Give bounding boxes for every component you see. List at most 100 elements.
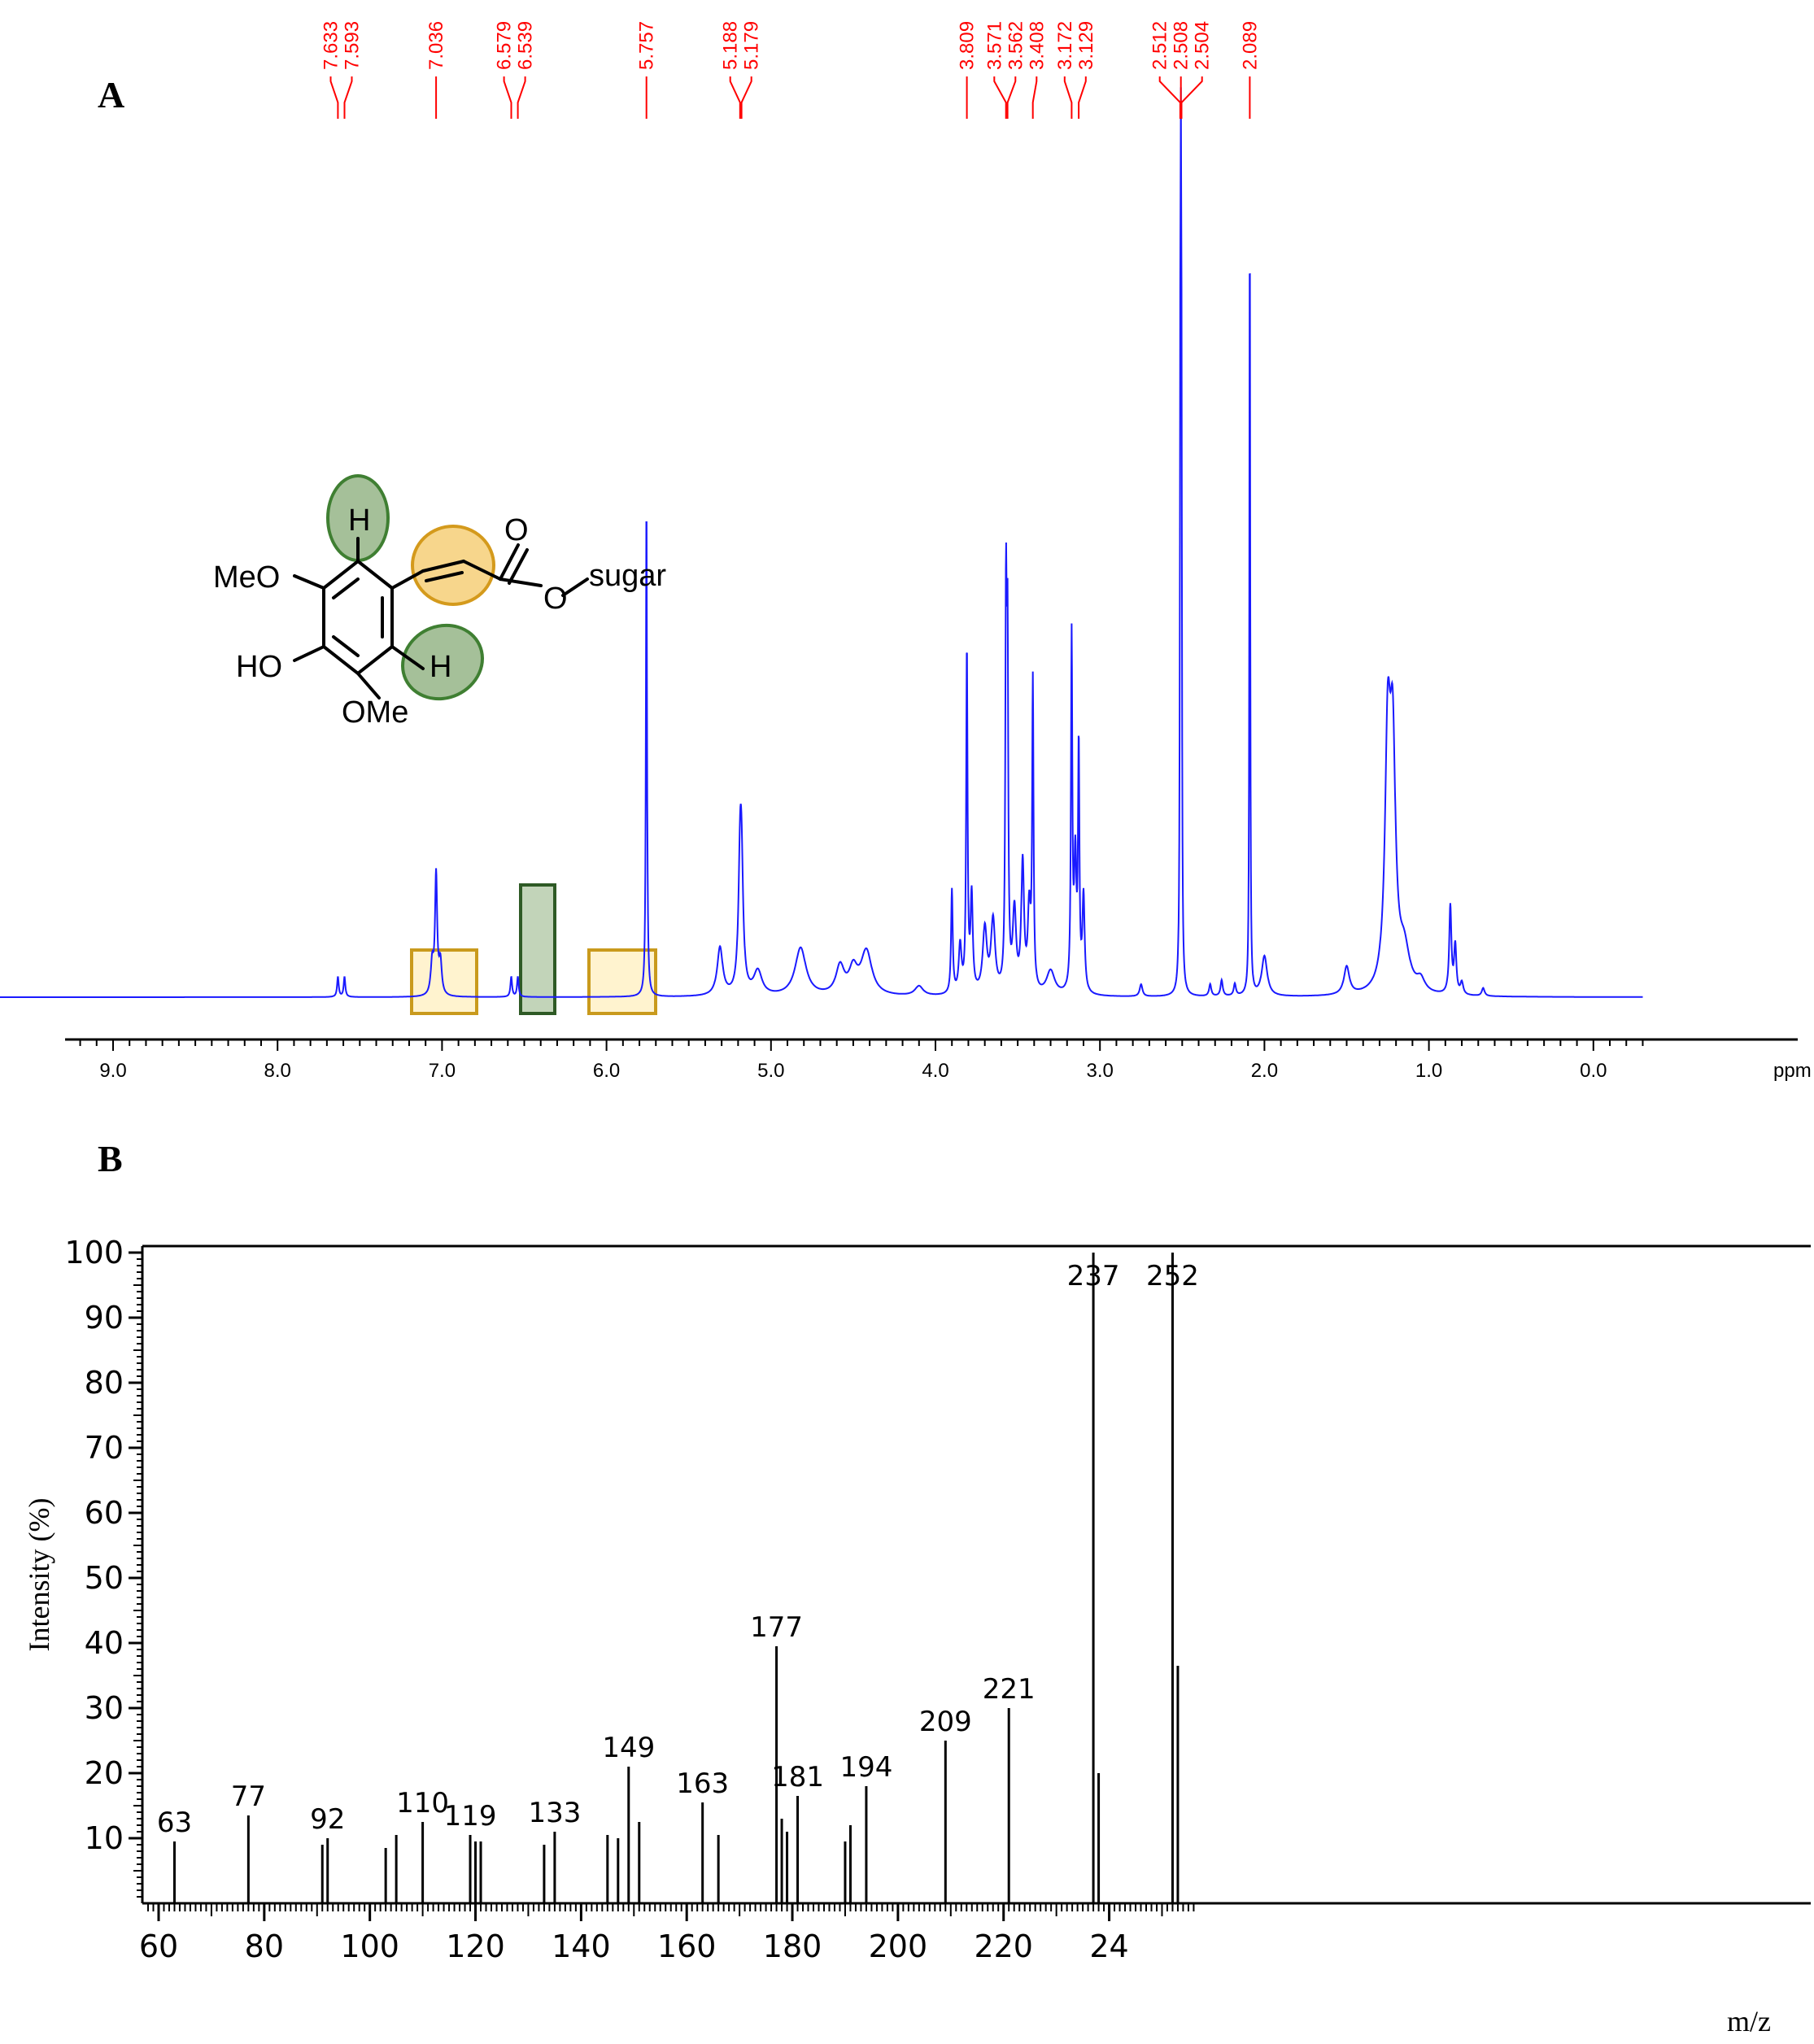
ms-peak-label: 63 bbox=[157, 1806, 192, 1839]
shift-label: 5.757 bbox=[636, 21, 658, 70]
shift-label: 2.512 bbox=[1149, 21, 1171, 70]
ms-y-tick-label: 60 bbox=[85, 1495, 124, 1531]
shift-label-leader bbox=[1078, 76, 1087, 119]
shift-label: 3.408 bbox=[1026, 21, 1048, 70]
ms-peak-label: 177 bbox=[750, 1611, 803, 1644]
ms-x-tick-label: 180 bbox=[763, 1929, 822, 1964]
ester-o-label: O bbox=[543, 582, 568, 616]
ms-peak-label: 252 bbox=[1146, 1260, 1199, 1292]
ms-x-tick-label: 100 bbox=[340, 1929, 399, 1964]
ms-y-tick-label: 50 bbox=[85, 1560, 124, 1596]
ms-y-tick-label: 70 bbox=[85, 1430, 124, 1466]
h-label-bottom: H bbox=[430, 650, 451, 684]
nmr-spectrum: 9.0 8.0 7.0 6.0 5.0 4.0 3.0 2.0 1.0 0.0 ppm 7.633… bbox=[0, 21, 1812, 1082]
shift-label: 2.089 bbox=[1239, 21, 1261, 70]
carbonyl-o-label: O bbox=[504, 513, 529, 547]
shift-label: 7.593 bbox=[342, 21, 364, 70]
vinyl-peak-box-right bbox=[587, 948, 657, 1015]
ms-peak-label: 237 bbox=[1067, 1260, 1120, 1292]
shift-label-leader bbox=[517, 76, 526, 119]
shift-label: 2.504 bbox=[1192, 21, 1214, 70]
ms-y-tick-label: 10 bbox=[85, 1820, 124, 1856]
meo-label: MeO bbox=[213, 560, 280, 595]
ms-y-tick-label: 40 bbox=[85, 1625, 124, 1661]
nmr-tick-label: 9.0 bbox=[99, 1060, 126, 1082]
ms-y-tick-label: 80 bbox=[85, 1365, 124, 1401]
ms-peak-label: 194 bbox=[839, 1751, 892, 1784]
ms-y-tick-label: 30 bbox=[85, 1690, 124, 1726]
aromatic-peak-box bbox=[519, 883, 556, 1015]
ms-peak-label: 221 bbox=[983, 1673, 1036, 1706]
shift-label: 3.172 bbox=[1054, 21, 1076, 70]
ms-x-tick-label: 24 bbox=[1089, 1929, 1128, 1964]
nmr-tick-label: 5.0 bbox=[757, 1060, 784, 1082]
ms-peak-label: 209 bbox=[919, 1706, 972, 1738]
ms-y-axis-title: Intensity (%) bbox=[23, 1498, 55, 1652]
shift-label: 7.036 bbox=[425, 21, 447, 70]
shift-label: 6.539 bbox=[515, 21, 537, 70]
shift-label: 6.579 bbox=[494, 21, 516, 70]
shift-label: 3.129 bbox=[1075, 21, 1097, 70]
ms-x-ticks: 60 80 100 120 140 160 180 200 220 24 bbox=[139, 1903, 1195, 1964]
ms-x-tick-label: 120 bbox=[446, 1929, 505, 1964]
ms-y-tick-label: 100 bbox=[64, 1235, 124, 1270]
nmr-tick-label: 8.0 bbox=[264, 1060, 291, 1082]
ms-y-ticks: 10 20 30 40 50 60 70 80 90 100 bbox=[64, 1235, 142, 1898]
ms-x-tick-label: 80 bbox=[245, 1929, 284, 1964]
ms-x-tick-label: 200 bbox=[869, 1929, 928, 1964]
panel-b-label: B bbox=[98, 1138, 123, 1179]
shift-label: 5.188 bbox=[720, 21, 742, 70]
ms-peak-label: 149 bbox=[602, 1732, 655, 1764]
nmr-tick-label: 4.0 bbox=[922, 1060, 948, 1082]
ms-x-axis-title: m/z bbox=[1727, 2005, 1771, 2037]
nmr-tick-label: 2.0 bbox=[1251, 1060, 1278, 1082]
aromatic-h-highlight-bottom bbox=[401, 623, 484, 701]
ms-x-tick-label: 220 bbox=[974, 1929, 1033, 1964]
mass-spectrum: 10 20 30 40 50 60 70 80 90 100 60 80 100 120 140 160 18… bbox=[23, 1235, 1811, 2037]
shift-label-leader bbox=[1180, 76, 1203, 119]
ho-label: HO bbox=[236, 650, 282, 684]
nmr-shift-labels: 7.633 7.593 7.036 6.579 6.539 5.757 5.188 5.179… bbox=[321, 21, 1261, 119]
chemical-structure: H H MeO HO OMe O O sugar bbox=[213, 474, 666, 730]
shift-label: 5.179 bbox=[741, 21, 763, 70]
nmr-tick-label: 1.0 bbox=[1415, 1060, 1442, 1082]
sugar-label: sugar bbox=[589, 559, 666, 593]
ms-peak-label: 119 bbox=[444, 1800, 497, 1833]
ms-peak-label: 133 bbox=[528, 1797, 581, 1829]
nmr-tick-label: 6.0 bbox=[593, 1060, 620, 1082]
nmr-tick-label: 0.0 bbox=[1580, 1060, 1607, 1082]
h-label-top: H bbox=[348, 503, 370, 538]
shift-label: 3.562 bbox=[1005, 21, 1027, 70]
nmr-x-axis-unit: ppm bbox=[1773, 1060, 1812, 1082]
nmr-tick-label: 3.0 bbox=[1087, 1060, 1114, 1082]
shift-label: 3.809 bbox=[957, 21, 979, 70]
panel-a-label: A bbox=[98, 74, 124, 115]
ms-x-tick-label: 60 bbox=[139, 1929, 178, 1964]
shift-label-leader bbox=[1158, 76, 1181, 119]
ms-y-tick-label: 90 bbox=[85, 1300, 124, 1336]
ms-peak-label: 92 bbox=[310, 1803, 345, 1836]
nmr-x-ticks: 9.0 8.0 7.0 6.0 5.0 4.0 3.0 2.0 1.0 0.0 bbox=[79, 1039, 1644, 1082]
shift-label-leader bbox=[1063, 76, 1073, 119]
ms-peak-label: 77 bbox=[231, 1780, 266, 1813]
shift-label-leader bbox=[1031, 76, 1038, 119]
ome-label: OMe bbox=[342, 695, 408, 730]
vinyl-peak-box-left bbox=[410, 948, 478, 1015]
structure-bonds bbox=[293, 537, 589, 699]
nmr-tick-label: 7.0 bbox=[429, 1060, 456, 1082]
shift-label-leader bbox=[993, 76, 1007, 119]
shift-label: 3.571 bbox=[983, 21, 1005, 70]
shift-label-leader bbox=[1006, 76, 1017, 119]
shift-label-leader bbox=[740, 76, 752, 119]
shift-label-leader bbox=[329, 76, 339, 119]
ms-x-tick-label: 160 bbox=[657, 1929, 717, 1964]
shift-label-leader bbox=[343, 76, 353, 119]
ms-peak-label: 181 bbox=[771, 1761, 824, 1793]
ms-y-tick-label: 20 bbox=[85, 1755, 124, 1791]
nmr-trace bbox=[0, 87, 1643, 998]
shift-label: 2.508 bbox=[1171, 21, 1193, 70]
ms-peak-label: 163 bbox=[676, 1767, 729, 1800]
ms-peak-label: 110 bbox=[396, 1787, 449, 1820]
